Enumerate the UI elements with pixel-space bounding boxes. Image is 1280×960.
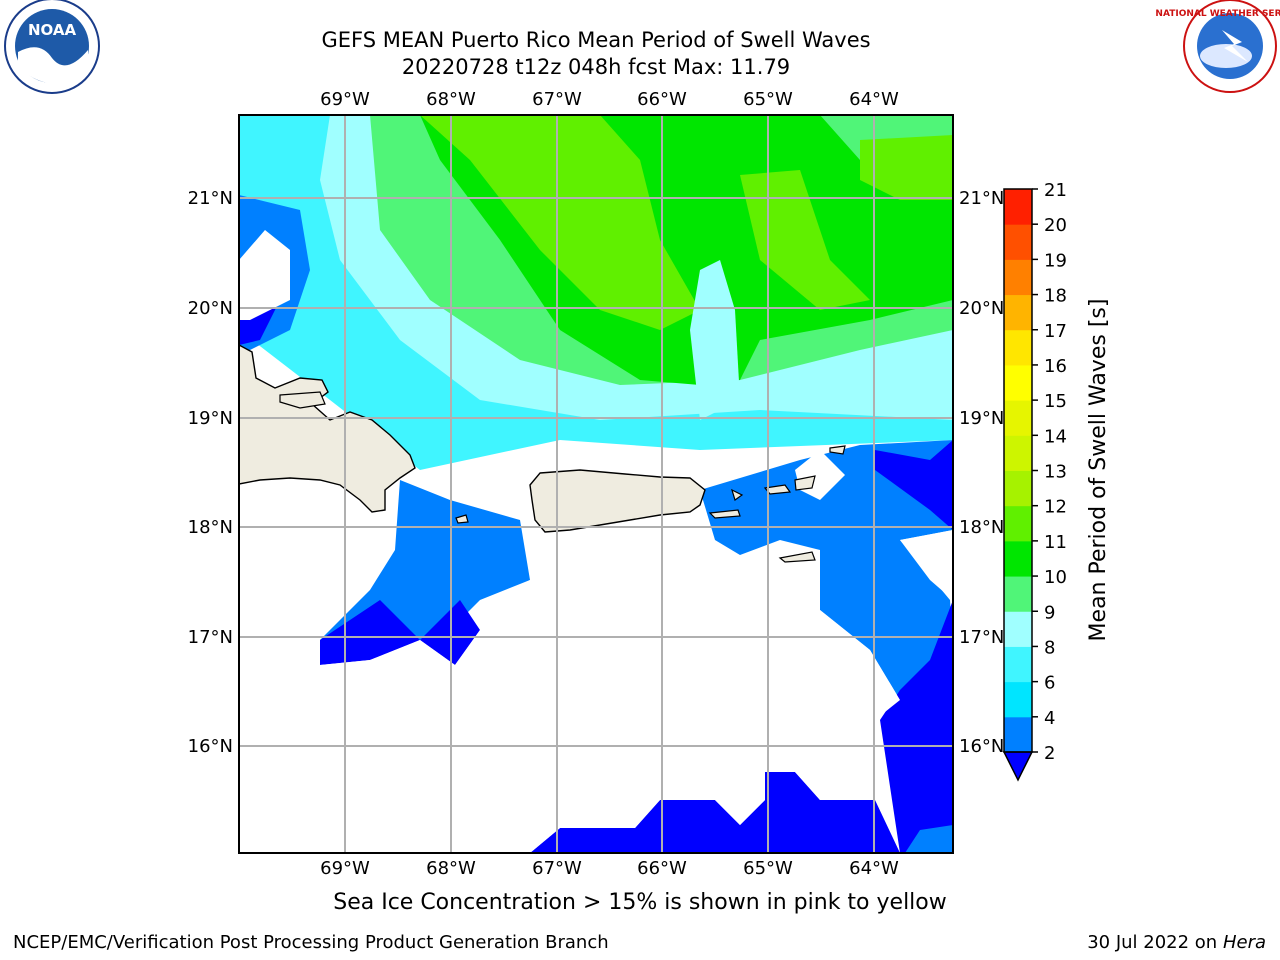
colorbar-tick-label: 19 bbox=[1044, 250, 1067, 271]
map-subtitle: 20220728 t12z 048h fcst Max: 11.79 bbox=[401, 55, 791, 79]
lat-label: 17°N bbox=[188, 627, 233, 648]
colorbar-cell bbox=[1004, 646, 1032, 683]
noaa-logo: NOAA bbox=[4, 0, 100, 94]
nws-logo: NATIONAL WEATHER SERVICE bbox=[1155, 0, 1280, 93]
lon-label: 66°W bbox=[637, 89, 687, 110]
colorbar-cell bbox=[1004, 224, 1032, 260]
colorbar-cell bbox=[1004, 364, 1032, 401]
lat-label: 20°N bbox=[188, 298, 233, 319]
wave-period-field bbox=[239, 115, 953, 853]
map-title: GEFS MEAN Puerto Rico Mean Period of Swe… bbox=[321, 28, 871, 52]
colorbar-cell bbox=[1004, 189, 1032, 225]
lat-label: 16°N bbox=[188, 736, 233, 757]
colorbar-cell bbox=[1004, 681, 1032, 718]
colorbar-cell bbox=[1004, 294, 1032, 331]
colorbar-label: Mean Period of Swell Waves [s] bbox=[1086, 299, 1111, 642]
lon-label: 65°W bbox=[743, 858, 793, 879]
colorbar-tick-label: 15 bbox=[1044, 391, 1067, 412]
colorbar-cell bbox=[1004, 576, 1032, 612]
lon-label: 67°W bbox=[532, 89, 582, 110]
hispaniola-landmass bbox=[239, 344, 416, 513]
colorbar-tick-label: 9 bbox=[1044, 602, 1055, 623]
colorbar-tick-label: 21 bbox=[1044, 180, 1067, 201]
lat-label: 17°N bbox=[959, 627, 1004, 648]
colorbar-tick-label: 11 bbox=[1044, 532, 1067, 553]
colorbar-tick-label: 13 bbox=[1044, 462, 1067, 483]
lon-labels-top: 69°W 68°W 67°W 66°W 65°W 64°W bbox=[320, 89, 899, 110]
credit-branch: NCEP/EMC/Verification Post Processing Pr… bbox=[13, 932, 609, 953]
colorbar-cell bbox=[1004, 611, 1032, 647]
colorbar-tick-label: 18 bbox=[1044, 286, 1067, 307]
map-gridlines bbox=[239, 115, 953, 853]
lon-label: 64°W bbox=[849, 858, 899, 879]
lon-label: 66°W bbox=[637, 858, 687, 879]
colorbar-tick-label: 20 bbox=[1044, 215, 1067, 236]
lon-label: 67°W bbox=[532, 858, 582, 879]
colorbar-cell bbox=[1004, 259, 1032, 296]
colorbar-tick-label: 4 bbox=[1044, 708, 1055, 729]
colorbar-cell bbox=[1004, 470, 1032, 507]
lon-labels-bottom: 69°W 68°W 67°W 66°W 65°W 64°W bbox=[320, 858, 899, 879]
colorbar-tick-label: 14 bbox=[1044, 426, 1067, 447]
colorbar-cell bbox=[1004, 540, 1032, 577]
lat-label: 21°N bbox=[188, 188, 233, 209]
colorbar-extend-arrow bbox=[1002, 751, 1034, 782]
credit-date: 30 Jul 2022 on Hera bbox=[1087, 932, 1266, 953]
colorbar-tick-label: 16 bbox=[1044, 356, 1067, 377]
lat-label: 19°N bbox=[188, 408, 233, 429]
colorbar-tick-label: 12 bbox=[1044, 497, 1067, 518]
lon-label: 68°W bbox=[426, 858, 476, 879]
lat-labels-left: 21°N 20°N 19°N 18°N 17°N 16°N bbox=[188, 188, 233, 757]
noaa-logo-text: NOAA bbox=[28, 21, 77, 39]
lon-label: 69°W bbox=[320, 89, 370, 110]
lon-label: 68°W bbox=[426, 89, 476, 110]
colorbar-cell bbox=[1004, 400, 1032, 436]
colorbar-tick-label: 17 bbox=[1044, 321, 1067, 342]
credit-date-text: 30 Jul 2022 on bbox=[1087, 932, 1223, 953]
lat-label: 19°N bbox=[959, 408, 1004, 429]
map-frame bbox=[238, 114, 954, 854]
lat-label: 16°N bbox=[959, 736, 1004, 757]
colorbar-cell bbox=[1004, 435, 1032, 471]
lon-label: 65°W bbox=[743, 89, 793, 110]
lon-label: 64°W bbox=[849, 89, 899, 110]
colorbar-tick-label: 6 bbox=[1044, 673, 1055, 694]
colorbar-tick-label: 8 bbox=[1044, 637, 1055, 658]
colorbar: 2 4 6 8 9 10 11 12 13 14 15 16 17 18 19 20 21 bbox=[1002, 180, 1067, 782]
credit-host: Hera bbox=[1222, 932, 1266, 953]
lat-label: 18°N bbox=[188, 517, 233, 538]
nws-logo-text: NATIONAL WEATHER SERVICE bbox=[1155, 9, 1280, 19]
colorbar-cell bbox=[1004, 716, 1032, 753]
colorbar-cell bbox=[1004, 329, 1032, 366]
lat-labels-right: 21°N 20°N 19°N 18°N 17°N 16°N bbox=[959, 188, 1004, 757]
lat-label: 20°N bbox=[959, 298, 1004, 319]
sea-ice-note: Sea Ice Concentration > 15% is shown in … bbox=[333, 890, 947, 915]
lon-label: 69°W bbox=[320, 858, 370, 879]
lat-label: 21°N bbox=[959, 188, 1004, 209]
colorbar-tick-label: 10 bbox=[1044, 567, 1067, 588]
colorbar-tick-label: 2 bbox=[1044, 743, 1055, 764]
colorbar-cell bbox=[1004, 505, 1032, 542]
lat-label: 18°N bbox=[959, 517, 1004, 538]
